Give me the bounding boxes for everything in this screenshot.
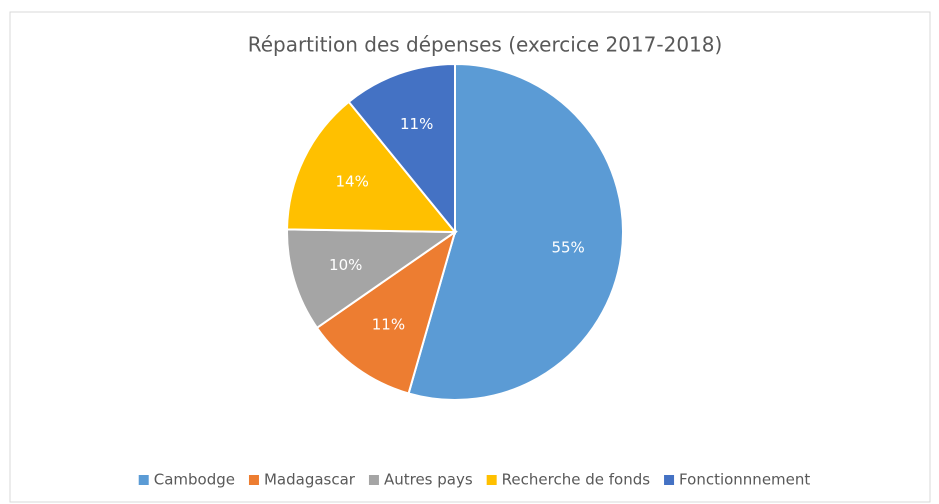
pie-slice: [347, 62, 456, 235]
legend-swatch: [248, 475, 259, 485]
pie-slice: [407, 62, 624, 401]
legend-label: Recherche de fonds: [502, 471, 651, 489]
pie-slice: [315, 229, 457, 395]
legend: Cambodge Madagascar Autres pays Recherche d…: [138, 471, 810, 489]
legend-label: Cambodge: [154, 471, 235, 489]
pie-slice: [286, 228, 459, 330]
pie-slice: [286, 100, 458, 234]
chart-title: Répartition des dépenses (exercice 2017-…: [248, 33, 723, 57]
data-label: 11%: [372, 315, 405, 333]
data-label: 14%: [336, 173, 369, 191]
data-label: 11%: [400, 115, 433, 133]
legend-swatch: [664, 475, 675, 485]
legend-label: Fonctionnnement: [679, 471, 810, 489]
legend-swatch: [368, 475, 379, 485]
data-label: 55%: [551, 238, 584, 256]
legend-label: Madagascar: [264, 471, 356, 489]
legend-swatch: [138, 475, 149, 485]
legend-swatch: [486, 475, 497, 485]
data-label: 10%: [329, 256, 362, 274]
legend-label: Autres pays: [384, 471, 473, 489]
